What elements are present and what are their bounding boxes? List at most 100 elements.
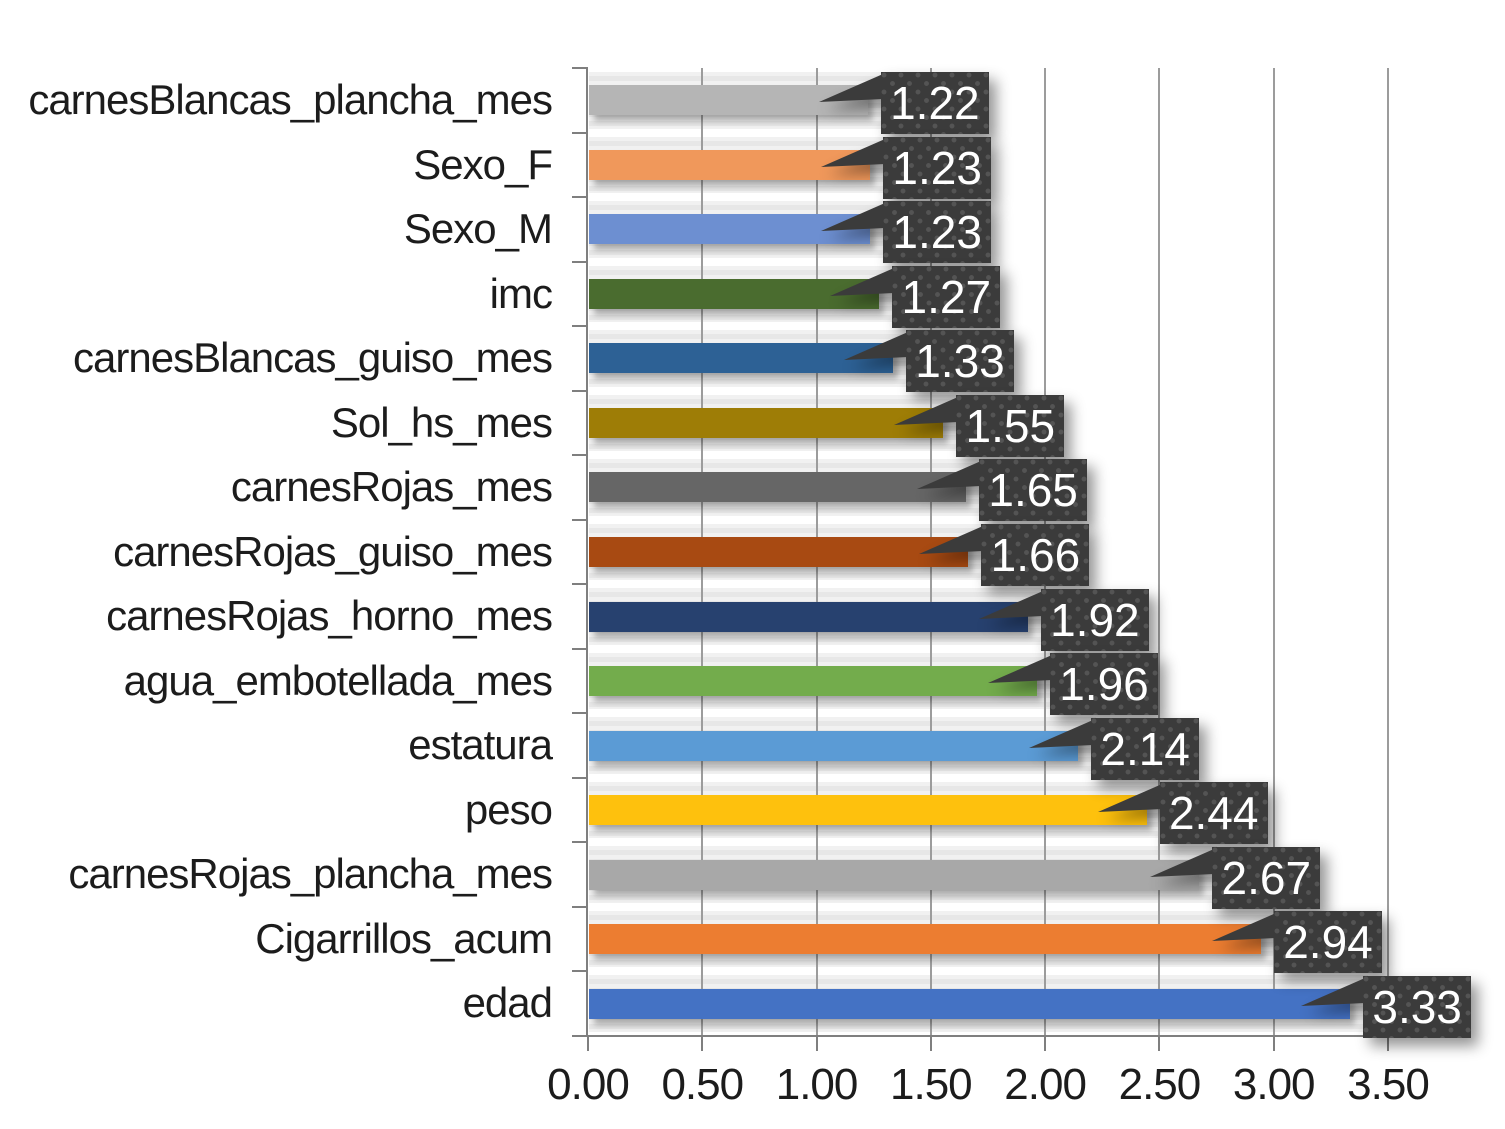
y-axis-tick: [572, 325, 588, 328]
callout-tail-pointer: [1029, 719, 1094, 748]
y-axis-tick: [572, 389, 588, 392]
bar-peso: [589, 795, 1147, 826]
callout-tail-pointer: [978, 590, 1043, 619]
x-axis-line: [586, 1035, 1462, 1037]
x-axis-tick: [1272, 1036, 1275, 1051]
bar-estatura: [589, 730, 1079, 761]
data-label-callout: 1.96: [987, 653, 1158, 716]
y-axis-tick: [572, 776, 588, 779]
callout-tail-pointer: [1150, 848, 1215, 877]
data-label-callout: 1.92: [978, 588, 1149, 651]
data-label-callout: 2.14: [1029, 717, 1200, 780]
category-label: Sexo_F: [413, 140, 553, 188]
category-label: estatura: [408, 721, 553, 769]
x-axis-tick: [929, 1036, 932, 1051]
y-axis-tick: [572, 1035, 588, 1037]
x-axis-label: 0.00: [547, 1060, 630, 1109]
y-axis-tick: [572, 454, 588, 457]
data-label-callout: 2.67: [1150, 846, 1321, 909]
y-axis-tick: [572, 712, 588, 715]
callout-tail-pointer: [821, 203, 886, 232]
x-axis-label: 0.50: [661, 1060, 744, 1109]
data-label-callout: 1.23: [821, 136, 992, 199]
gridline: [1386, 68, 1389, 1036]
callout-tail-pointer: [1097, 784, 1162, 813]
callout-tail-pointer: [1211, 913, 1276, 942]
y-axis-tick: [572, 647, 588, 650]
data-label-value: 2.44: [1159, 782, 1268, 845]
category-label: imc: [489, 269, 553, 317]
data-label-value: 1.55: [956, 394, 1065, 457]
category-label: Cigarrillos_acum: [255, 914, 553, 962]
category-label: carnesBlancas_plancha_mes: [28, 76, 553, 123]
data-label-value: 1.66: [981, 524, 1090, 586]
callout-tail-pointer: [987, 655, 1052, 684]
bar-carnesRojas_guiso_mes: [589, 537, 969, 567]
y-axis-tick: [572, 196, 588, 199]
y-axis-tick: [572, 131, 588, 134]
callout-tail-pointer: [843, 332, 908, 361]
data-label-callout: 1.22: [818, 72, 989, 135]
data-label-callout: 1.65: [917, 459, 1088, 522]
data-label-value: 1.96: [1049, 653, 1158, 716]
callout-tail-pointer: [830, 267, 895, 296]
x-axis-label: 2.00: [1004, 1060, 1087, 1109]
category-label: edad: [462, 979, 553, 1027]
data-label-callout: 1.23: [821, 201, 992, 264]
bar-carnesRojas_plancha_mes: [589, 859, 1200, 890]
category-label: carnesRojas_horno_mes: [106, 592, 553, 640]
x-axis-label: 3.00: [1232, 1060, 1316, 1109]
data-label-callout: 3.33: [1301, 975, 1472, 1038]
bar-edad: [589, 988, 1351, 1019]
x-axis-label: 3.50: [1347, 1060, 1430, 1109]
y-axis-tick: [572, 905, 588, 908]
bar-carnesBlancas_guiso_mes: [589, 343, 893, 374]
data-label-value: 1.22: [880, 72, 989, 135]
data-label-value: 1.23: [883, 136, 992, 199]
category-label: Sexo_M: [403, 205, 553, 253]
data-label-callout: 2.94: [1211, 911, 1382, 974]
bar-carnesRojas_mes: [589, 472, 967, 503]
data-label-callout: 1.55: [894, 394, 1065, 457]
y-axis-tick: [572, 260, 588, 263]
x-axis-label: 1.00: [775, 1060, 859, 1109]
bar-carnesRojas_horno_mes: [589, 601, 1028, 632]
bar-agua_embotellada_mes: [589, 666, 1037, 697]
x-axis-tick: [815, 1036, 818, 1051]
callout-tail-pointer: [1301, 977, 1366, 1006]
x-axis-tick: [1158, 1036, 1161, 1051]
data-label-value: 3.33: [1363, 975, 1472, 1038]
callout-tail-pointer: [821, 138, 886, 167]
callout-tail-pointer: [818, 74, 883, 103]
data-label-callout: 1.27: [830, 265, 1001, 328]
category-label: carnesRojas_guiso_mes: [113, 527, 553, 575]
callout-tail-pointer: [894, 396, 959, 425]
data-label-value: 1.33: [905, 330, 1014, 393]
data-label-value: 1.65: [979, 459, 1088, 522]
data-label-value: 1.92: [1040, 588, 1149, 651]
y-axis-tick: [572, 583, 588, 586]
data-label-callout: 1.66: [919, 524, 1090, 586]
bar-Sol_hs_mes: [589, 407, 944, 438]
x-axis-tick: [1044, 1036, 1047, 1051]
category-label: carnesRojas_plancha_mes: [68, 850, 553, 898]
y-axis-line: [586, 68, 588, 1036]
x-axis-tick: [1386, 1036, 1389, 1051]
data-label-value: 2.14: [1091, 717, 1200, 780]
y-axis-tick: [572, 67, 588, 69]
data-label-callout: 2.44: [1097, 782, 1268, 845]
x-axis-tick: [587, 1036, 589, 1051]
bar-Cigarrillos_acum: [589, 924, 1261, 955]
data-label-callout: 1.33: [843, 330, 1014, 393]
category-label: carnesRojas_mes: [230, 463, 553, 511]
gridline: [1158, 68, 1161, 1036]
category-label: Sol_hs_mes: [330, 398, 553, 446]
data-label-value: 2.94: [1273, 911, 1382, 974]
category-label: peso: [464, 785, 553, 833]
y-axis-tick: [572, 518, 588, 521]
y-axis-tick: [572, 841, 588, 844]
data-label-value: 1.23: [883, 201, 992, 264]
bar-Sexo_F: [589, 149, 871, 180]
callout-tail-pointer: [917, 461, 982, 490]
